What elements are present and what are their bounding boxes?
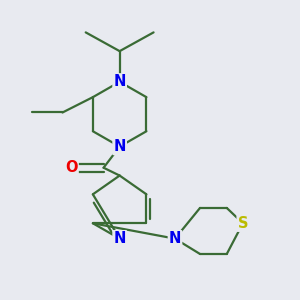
Text: S: S bbox=[238, 216, 248, 231]
Text: N: N bbox=[113, 231, 126, 246]
Text: N: N bbox=[169, 231, 181, 246]
Text: N: N bbox=[113, 74, 126, 89]
Text: N: N bbox=[113, 139, 126, 154]
Text: O: O bbox=[65, 160, 78, 175]
